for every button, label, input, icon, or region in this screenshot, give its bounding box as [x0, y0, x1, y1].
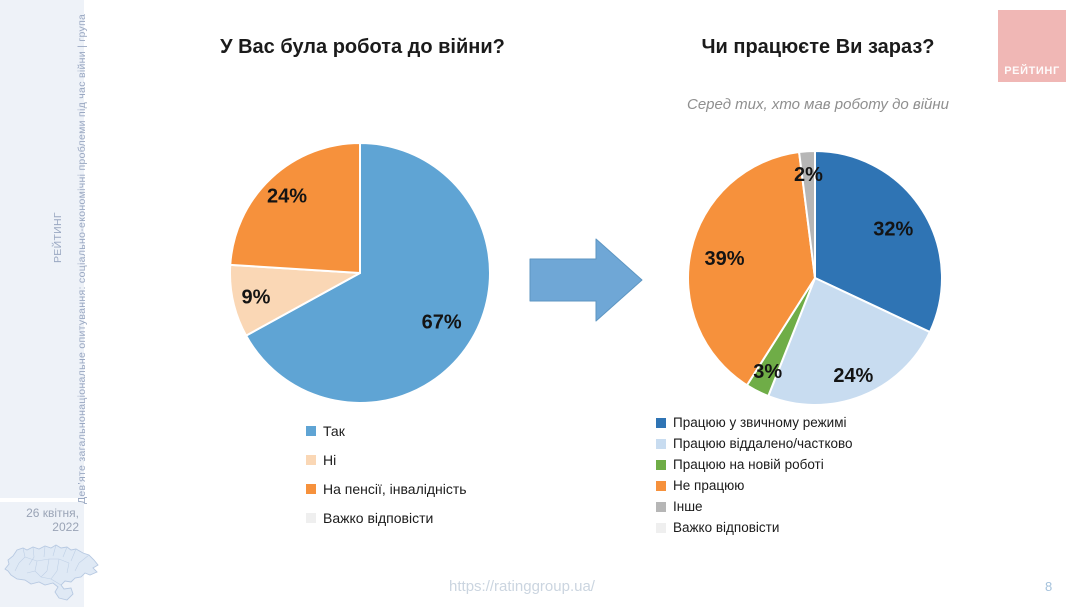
- page-number: 8: [1045, 579, 1053, 594]
- legend-swatch-icon: [306, 455, 316, 465]
- sidebar-panel: [0, 0, 84, 498]
- legend-item: Працюю у звичному режимі: [656, 415, 853, 430]
- pie-value-label: 67%: [422, 311, 462, 333]
- right-chart-title: Чи працюєте Ви зараз?: [701, 36, 935, 58]
- slide-date: 26 квітня, 2022: [26, 506, 79, 534]
- legend-label: Працюю на новій роботі: [673, 457, 824, 472]
- legend-swatch-icon: [656, 501, 666, 512]
- legend-item: Так: [306, 423, 467, 439]
- pie-slice: [229, 142, 361, 274]
- left-chart-title: У Вас була робота до війни?: [220, 36, 505, 58]
- legend-swatch-icon: [656, 480, 666, 491]
- legend-swatch-icon: [306, 513, 316, 523]
- legend-label: Не працюю: [673, 478, 745, 493]
- legend-swatch-icon: [656, 438, 666, 449]
- rating-group-logo: РЕЙТИНГ: [998, 10, 1066, 82]
- pie-slice: [686, 151, 816, 387]
- legend-item: Працюю на новій роботі: [656, 457, 853, 472]
- pie-chart-work-before-war: 67% 9% 24%: [229, 142, 491, 404]
- pie-value-label: 24%: [833, 365, 873, 387]
- legend-label: Важко відповісти: [673, 520, 780, 535]
- pie-slice: [798, 149, 816, 279]
- pie-value-label: 9%: [242, 286, 271, 308]
- left-chart-legend: Так Ні На пенсії, інвалідність Важко відпов…: [306, 423, 467, 539]
- pie-value-label: 2%: [794, 164, 823, 186]
- pie-chart-working-now: 32% 24% 3% 39% 2%: [686, 149, 943, 406]
- legend-swatch-icon: [306, 484, 316, 494]
- pie-slice: [245, 142, 491, 404]
- right-arrow-icon: [528, 232, 644, 328]
- legend-swatch-icon: [306, 426, 316, 436]
- legend-label: Працюю віддалено/частково: [673, 436, 853, 451]
- legend-label: На пенсії, інвалідність: [323, 481, 467, 497]
- legend-item: На пенсії, інвалідність: [306, 481, 467, 497]
- pie-value-label: 32%: [873, 218, 913, 240]
- legend-label: Працюю у звичному режимі: [673, 415, 847, 430]
- legend-item: Ні: [306, 452, 467, 468]
- pie-slice: [767, 277, 931, 406]
- rating-group-logo-text: РЕЙТИНГ: [1004, 65, 1060, 77]
- legend-swatch-icon: [656, 522, 666, 533]
- footer-url-link[interactable]: https://ratinggroup.ua/: [449, 578, 595, 595]
- legend-item: Не працюю: [656, 478, 853, 493]
- pie-value-label: 39%: [705, 248, 745, 270]
- legend-item: Інше: [656, 499, 853, 514]
- legend-swatch-icon: [656, 459, 666, 470]
- legend-label: Так: [323, 423, 345, 439]
- legend-swatch-icon: [656, 417, 666, 428]
- pie-value-label: 3%: [753, 361, 782, 383]
- legend-item: Працюю віддалено/частково: [656, 436, 853, 451]
- pie-value-label: 24%: [267, 185, 307, 207]
- right-chart-legend: Працюю у звичному режимі Працюю віддалено…: [656, 415, 853, 541]
- sidebar-vertical-brand: РЕЙТИНГ: [52, 212, 64, 263]
- legend-label: Інше: [673, 499, 703, 514]
- legend-item: Важко відповісти: [306, 510, 467, 526]
- ukraine-map-icon: [1, 537, 105, 605]
- sidebar-vertical-title: Дев’яте загальнонаціональне опитування: …: [76, 13, 88, 504]
- legend-label: Ні: [323, 452, 337, 468]
- right-chart-subtitle: Серед тих, хто мав роботу до війни: [687, 96, 949, 113]
- legend-item: Важко відповісти: [656, 520, 853, 535]
- pie-slice: [814, 150, 943, 334]
- legend-label: Важко відповісти: [323, 510, 434, 526]
